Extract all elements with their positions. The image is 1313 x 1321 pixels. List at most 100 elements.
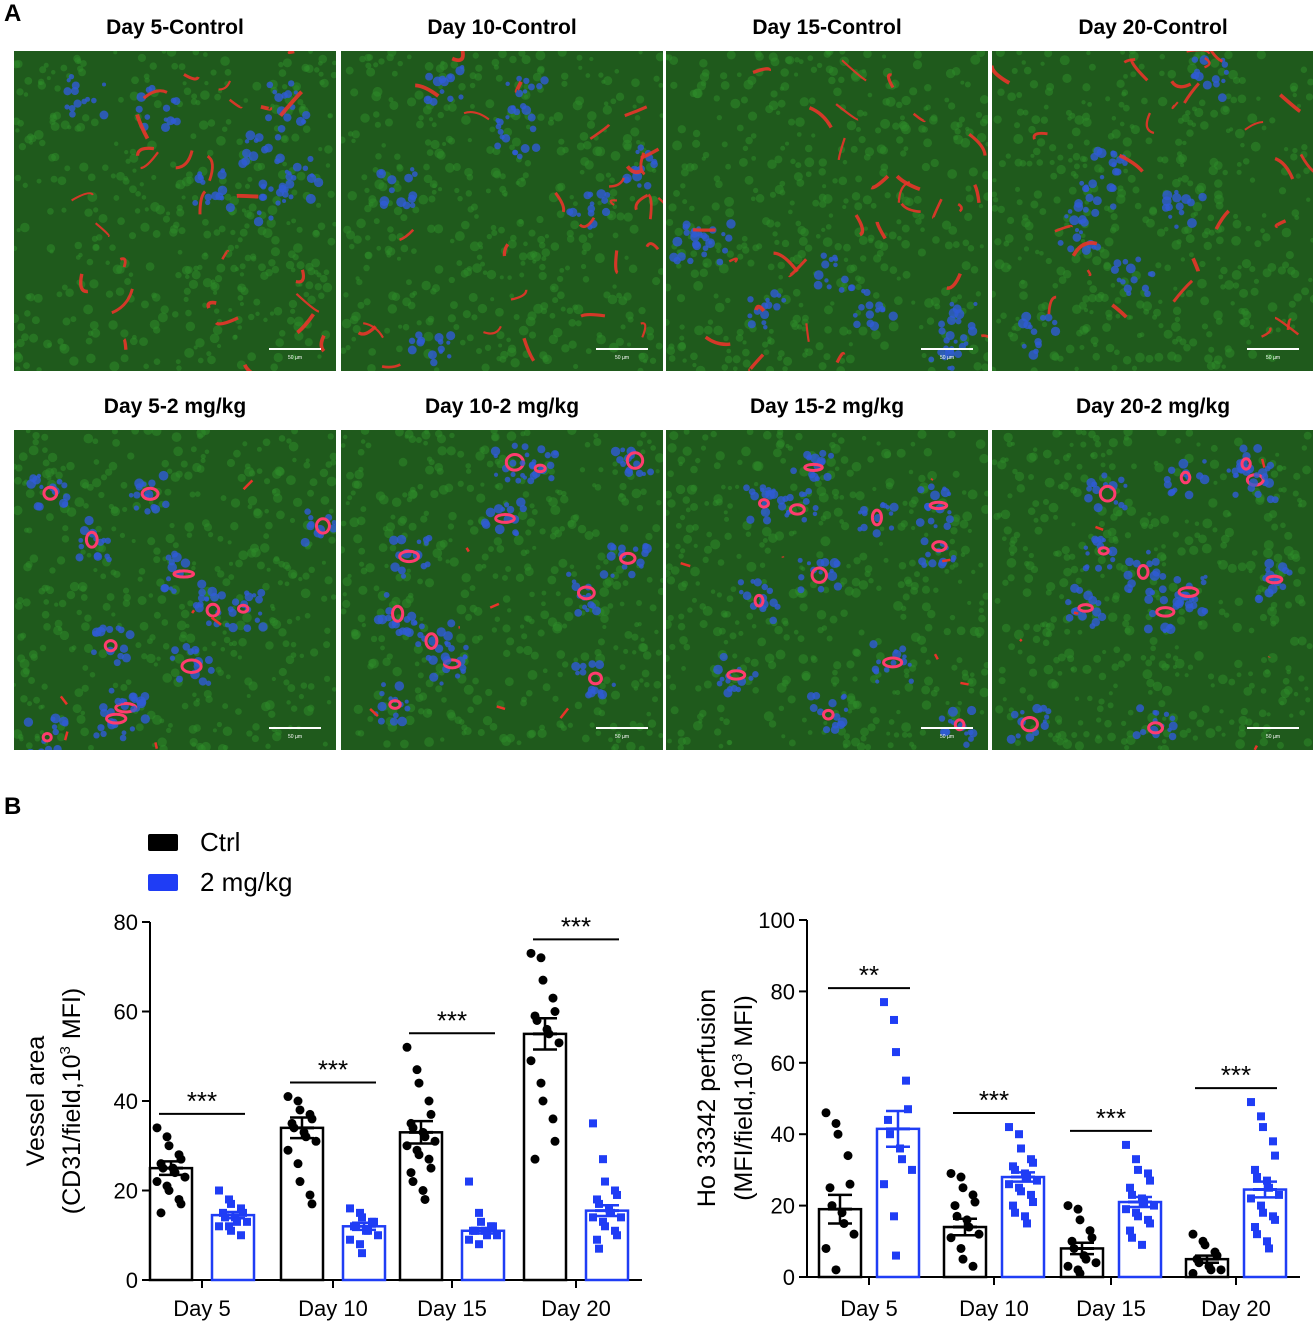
data-point [1253,1230,1261,1239]
data-point [170,1168,180,1178]
data-point [1188,1229,1198,1239]
data-point [408,1177,418,1187]
data-point [162,1132,172,1142]
data-point [164,1186,174,1195]
x-tick-label: Day 20 [541,1296,611,1321]
data-point [908,1165,916,1174]
data-point [283,1092,293,1102]
data-point [962,1215,972,1225]
data-point [352,1222,360,1231]
data-point [589,1213,597,1222]
data-point [550,1136,560,1146]
data-point [538,975,548,985]
data-point [1087,1233,1097,1243]
scale-bar-label: 50 µm [940,734,954,740]
data-point [831,1118,841,1128]
data-point [1259,1123,1267,1132]
data-point [426,1109,436,1119]
data-point [364,1226,372,1235]
y-tick-label: 60 [771,1051,795,1076]
y-tick-label: 100 [758,908,795,933]
micrograph-title: Day 20-Control [1078,16,1228,39]
data-point [418,1186,428,1195]
data-point [890,1212,898,1221]
data-point [970,1197,980,1207]
data-point [896,1144,904,1153]
x-tick-label: Day 5 [840,1296,897,1321]
scale-bar-label: 50 µm [615,734,629,740]
data-point [1251,1165,1259,1174]
scale-bar-label: 50 µm [288,355,302,361]
data-point [215,1186,223,1195]
data-point [968,1190,978,1200]
data-point [1263,1176,1271,1185]
data-point [346,1204,354,1213]
data-point [289,1123,299,1133]
data-point [481,1226,489,1235]
data-point [215,1222,223,1231]
data-point [293,1096,303,1106]
data-point [1146,1176,1154,1185]
significance-label: *** [318,1055,348,1085]
data-point [845,1179,855,1189]
data-point [595,1199,603,1208]
data-point [613,1231,621,1240]
data-point [475,1208,483,1217]
data-point [408,1123,418,1133]
x-tick-label: Day 15 [1076,1296,1146,1321]
bar-chart-1: 0 20 40 60 80 Vessel area (CD31/field,103 MFI)… [22,910,642,1321]
y-axis-label-line2: (CD31/field,103 MFI) [57,988,86,1214]
y-tick-label: 80 [771,979,795,1004]
data-point [176,1199,186,1209]
y-tick-label: 20 [771,1194,795,1219]
data-point [1073,1204,1083,1214]
data-point [843,1151,853,1161]
micrograph-image: 50 µm [341,51,663,371]
data-point [1247,1194,1255,1203]
data-point [550,1007,560,1016]
y-tick-label: 40 [114,1089,138,1114]
micrograph-image: 50 µm [666,51,988,371]
data-point [493,1231,501,1240]
data-point [601,1222,609,1231]
significance-label: *** [1221,1060,1251,1090]
micrograph-image: 50 µm [14,51,336,371]
data-point [1216,1265,1226,1275]
data-point [420,1194,430,1204]
data-point [1126,1226,1134,1235]
data-point [156,1208,166,1218]
data-point [1091,1258,1101,1268]
data-point [833,1129,843,1139]
significance-label: ** [859,960,879,990]
data-point [607,1208,615,1217]
y-tick-label: 60 [114,1000,138,1025]
y-tick-label: 40 [771,1122,795,1147]
data-point [526,1056,536,1066]
data-point [412,1065,422,1075]
data-point [293,1159,303,1169]
data-point [1075,1215,1085,1225]
data-point [958,1183,968,1193]
data-point [1023,1173,1031,1182]
data-point [243,1217,251,1226]
data-point [237,1231,245,1240]
scale-bar-label: 50 µm [1266,734,1280,740]
data-point [974,1229,984,1239]
data-point [613,1190,621,1199]
data-point [358,1213,366,1222]
data-point [1138,1240,1146,1249]
data-point [956,1172,966,1182]
data-point [1140,1198,1148,1207]
data-point [1005,1180,1013,1189]
bar [522,1032,568,1282]
panel-b-label: B [4,793,22,820]
data-point [1265,1244,1273,1253]
data-point [1188,1268,1198,1278]
data-point [532,1015,542,1025]
data-point [356,1240,364,1249]
micrograph-title: Day 5-2 mg/kg [103,395,247,418]
data-point [1122,1205,1130,1214]
x-tick-label: Day 20 [1201,1296,1271,1321]
data-point [477,1217,485,1226]
data-point [548,993,558,1003]
